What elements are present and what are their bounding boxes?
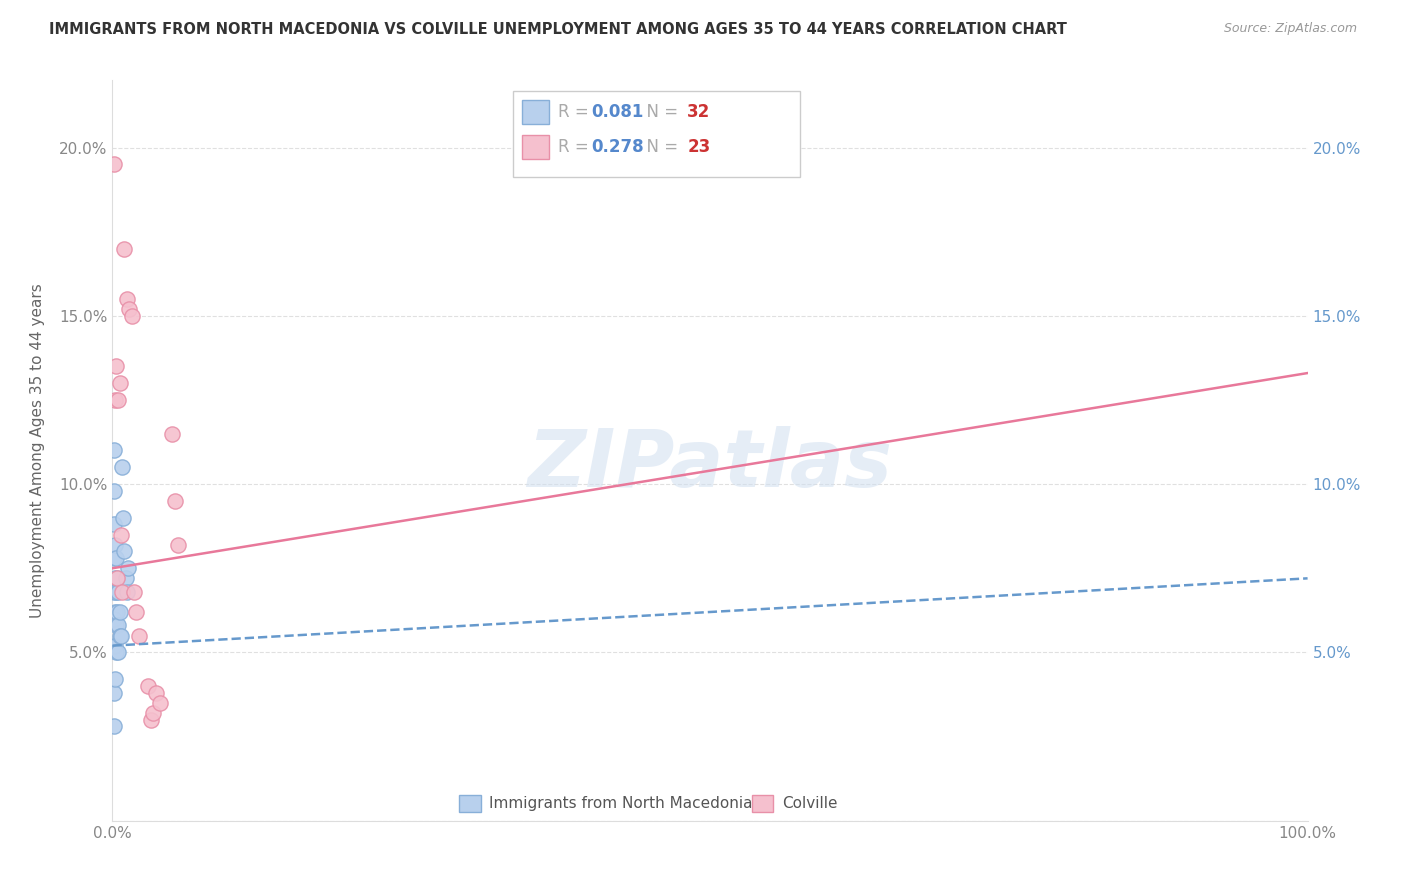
Point — [103, 686, 125, 700]
Point — [108, 605, 131, 619]
Point — [105, 571, 128, 585]
Point — [104, 392, 127, 407]
Point — [105, 359, 128, 374]
Text: 0.081: 0.081 — [592, 103, 644, 121]
Point — [121, 309, 143, 323]
Point — [115, 292, 138, 306]
Text: N =: N = — [636, 103, 683, 121]
Point — [167, 538, 190, 552]
Point — [103, 517, 125, 532]
Text: Immigrants from North Macedonia: Immigrants from North Macedonia — [489, 797, 752, 811]
Point — [125, 605, 148, 619]
FancyBboxPatch shape — [458, 796, 481, 812]
FancyBboxPatch shape — [752, 796, 773, 812]
Point — [105, 551, 128, 566]
Point — [112, 510, 135, 524]
FancyBboxPatch shape — [523, 100, 548, 124]
Point — [103, 639, 125, 653]
Point — [108, 376, 131, 391]
Point — [111, 460, 134, 475]
Point — [104, 571, 127, 585]
Point — [149, 696, 172, 710]
Point — [115, 584, 138, 599]
Point — [103, 719, 125, 733]
Point — [105, 571, 128, 585]
Point — [114, 571, 136, 585]
Text: Source: ZipAtlas.com: Source: ZipAtlas.com — [1223, 22, 1357, 36]
Point — [162, 426, 183, 441]
Point — [114, 242, 135, 256]
Point — [107, 392, 129, 407]
Text: R =: R = — [558, 138, 595, 156]
Text: Colville: Colville — [782, 797, 837, 811]
Point — [105, 618, 128, 632]
Point — [103, 584, 125, 599]
Point — [107, 645, 129, 659]
Point — [142, 706, 165, 720]
Point — [103, 443, 125, 458]
Text: N =: N = — [636, 138, 683, 156]
Point — [108, 628, 131, 642]
Point — [110, 527, 132, 541]
Text: R =: R = — [558, 103, 595, 121]
Point — [105, 605, 128, 619]
FancyBboxPatch shape — [523, 135, 548, 159]
Point — [103, 483, 125, 498]
Point — [139, 713, 162, 727]
Point — [107, 584, 129, 599]
Y-axis label: Unemployment Among Ages 35 to 44 years: Unemployment Among Ages 35 to 44 years — [31, 283, 45, 618]
Point — [163, 494, 186, 508]
FancyBboxPatch shape — [513, 91, 800, 177]
Point — [145, 686, 167, 700]
Point — [105, 584, 128, 599]
Point — [103, 551, 125, 566]
Point — [104, 538, 127, 552]
Text: 32: 32 — [688, 103, 710, 121]
Point — [110, 628, 132, 642]
Text: IMMIGRANTS FROM NORTH MACEDONIA VS COLVILLE UNEMPLOYMENT AMONG AGES 35 TO 44 YEA: IMMIGRANTS FROM NORTH MACEDONIA VS COLVI… — [49, 22, 1067, 37]
Text: ZIPatlas: ZIPatlas — [527, 426, 893, 504]
Point — [103, 157, 125, 171]
Point — [107, 618, 129, 632]
Point — [122, 584, 145, 599]
Point — [118, 302, 141, 317]
Point — [114, 544, 135, 558]
Point — [128, 628, 150, 642]
Text: 0.278: 0.278 — [592, 138, 644, 156]
Point — [104, 639, 127, 653]
Text: 23: 23 — [688, 138, 710, 156]
Point — [111, 584, 134, 599]
Point — [104, 605, 127, 619]
Point — [104, 673, 127, 687]
Point — [105, 645, 128, 659]
Point — [138, 679, 160, 693]
Point — [103, 612, 125, 626]
Point — [117, 561, 139, 575]
